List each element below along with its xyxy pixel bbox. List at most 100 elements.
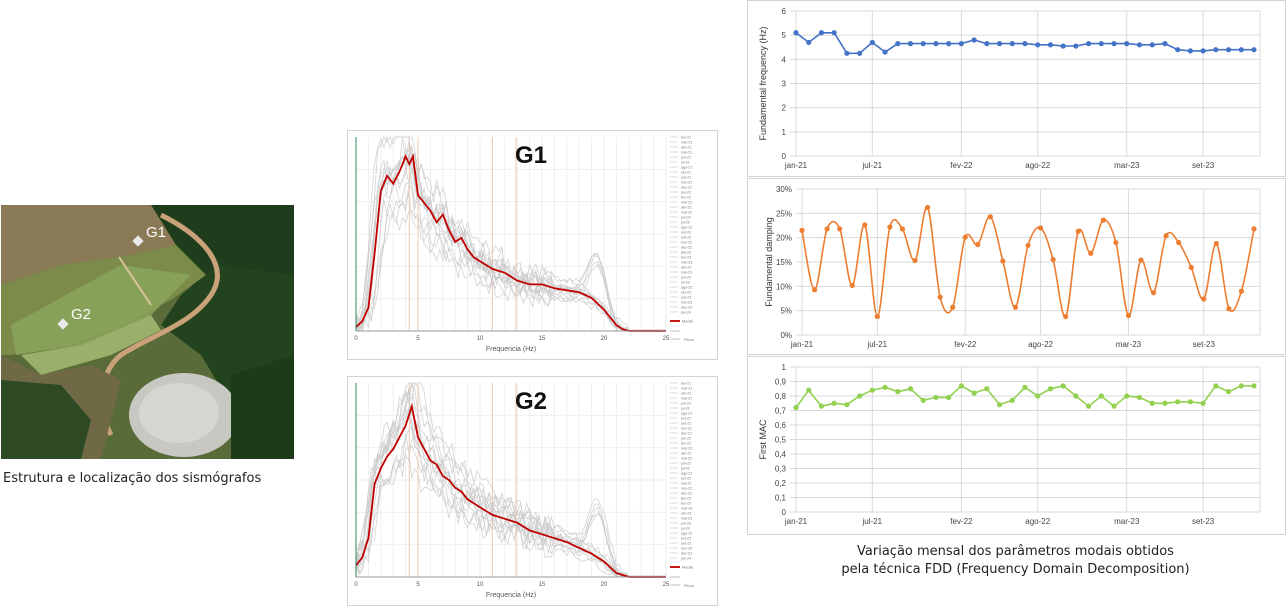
data-point bbox=[824, 226, 830, 232]
legend-entry: mai-23 bbox=[681, 517, 692, 521]
first-mac-chart: 0 0,1 0,2 0,3 0,4 0,5 0,6 0,7 0,8 0,9 1 jan-21 jul-2… bbox=[758, 363, 1261, 526]
x-tick-label: 10 bbox=[477, 336, 484, 342]
x-tick-label: 20 bbox=[601, 336, 608, 342]
data-point bbox=[984, 386, 990, 392]
map-caption: Estrutura e localização dos sismógrafos bbox=[3, 471, 262, 486]
legend-entry: mar-22 bbox=[681, 447, 692, 451]
data-point bbox=[1009, 41, 1015, 47]
legend-entry: dez-22 bbox=[681, 492, 692, 496]
y-tick-label: 0 bbox=[782, 152, 787, 161]
data-point bbox=[1213, 383, 1219, 389]
data-point bbox=[818, 30, 825, 36]
legend-entry: mar-21 bbox=[681, 387, 692, 391]
legend-entry: mar-23 bbox=[681, 261, 692, 265]
y-tick-label: 25% bbox=[776, 209, 792, 218]
legend-entry: dez-22 bbox=[681, 246, 692, 250]
legend-entry: abr-22 bbox=[681, 452, 691, 456]
legend-entry: mai-21 bbox=[681, 151, 692, 155]
x-tick-label: mar-23 bbox=[1114, 517, 1140, 526]
legend-entry: mai-21 bbox=[681, 397, 692, 401]
legend-entry: fev-21 bbox=[681, 382, 691, 386]
x-tick-label: 5 bbox=[416, 336, 420, 342]
data-point bbox=[862, 222, 868, 228]
x-tick-label: ago-22 bbox=[1028, 340, 1053, 349]
x-tick-label: 0 bbox=[354, 336, 358, 342]
y-tick-label: 10% bbox=[776, 282, 792, 291]
data-point bbox=[1201, 296, 1207, 302]
x-tick-label: 25 bbox=[663, 582, 670, 588]
data-point bbox=[1025, 242, 1031, 249]
x-tick-label: 5 bbox=[416, 582, 420, 588]
legend-entry: jan-23 bbox=[680, 497, 691, 501]
y-tick-label: 1 bbox=[782, 128, 787, 137]
data-point bbox=[1225, 47, 1232, 53]
x-tick-label: 0 bbox=[354, 582, 358, 588]
legend-entry: mar-22 bbox=[681, 201, 692, 205]
data-point bbox=[1073, 43, 1079, 49]
legend-entry: set-22 bbox=[681, 231, 691, 235]
legend-entry: out-21 bbox=[681, 422, 691, 426]
data-point bbox=[1188, 264, 1194, 270]
spectrum-title: G2 bbox=[515, 388, 547, 415]
data-point bbox=[1124, 393, 1130, 399]
data-point bbox=[1035, 42, 1041, 48]
data-point bbox=[844, 50, 850, 56]
x-tick-label: jan-21 bbox=[790, 340, 814, 349]
data-point bbox=[1022, 41, 1028, 47]
x-tick-label: mar-23 bbox=[1116, 340, 1142, 349]
data-point bbox=[1162, 400, 1168, 406]
legend-entry: fev-23 bbox=[681, 256, 691, 260]
legend-entry: set-23 bbox=[681, 537, 691, 541]
y-tick-label: 3 bbox=[782, 80, 787, 89]
legend-entry: nov-21 bbox=[681, 427, 692, 431]
x-tick-label: ago-22 bbox=[1025, 161, 1050, 170]
y-tick-label: 0,1 bbox=[775, 494, 787, 503]
data-point bbox=[869, 387, 875, 393]
legend-entry: abr-23 bbox=[681, 512, 691, 516]
spectrum-panel-g1: 0 5 10 15 20 25 Frequencia (Hz) G1 fev-21 mar-21 a… bbox=[347, 130, 718, 360]
y-tick-label: 0,4 bbox=[775, 450, 787, 459]
individual-spectrum-line bbox=[356, 184, 666, 332]
individual-spectrum-line bbox=[355, 426, 666, 578]
data-point bbox=[996, 41, 1003, 47]
legend-entry: jan-22 bbox=[680, 191, 691, 195]
data-point bbox=[987, 214, 993, 220]
data-point bbox=[1063, 313, 1069, 320]
legend-entry-mean: Media bbox=[682, 319, 694, 324]
individual-spectrum-line bbox=[355, 400, 666, 578]
data-point bbox=[837, 226, 843, 232]
x-tick-label: 15 bbox=[539, 336, 546, 342]
legend-entry: jan-24 bbox=[680, 311, 691, 315]
legend-entry: jun-22 bbox=[680, 216, 691, 220]
legend-entry: ago-22 bbox=[681, 226, 692, 230]
legend-entry: out-23 bbox=[681, 296, 691, 300]
data-point bbox=[806, 387, 812, 393]
data-point bbox=[946, 41, 952, 47]
right-caption-line2: pela técnica FDD (Frequency Domain Decom… bbox=[841, 562, 1190, 577]
data-point bbox=[1050, 256, 1056, 263]
data-point bbox=[1125, 312, 1132, 319]
legend-entry: mai-22 bbox=[681, 457, 692, 461]
data-point bbox=[831, 30, 837, 36]
data-point bbox=[849, 282, 855, 288]
legend-entry: fev-22 bbox=[681, 196, 691, 200]
legend-entry: jul-21 bbox=[680, 161, 690, 165]
satellite-map: G1 G2 bbox=[1, 205, 294, 459]
y-tick-label: 0,5 bbox=[775, 436, 787, 445]
data-point bbox=[971, 37, 977, 43]
data-point bbox=[882, 49, 888, 55]
legend-entry: mai-22 bbox=[681, 211, 692, 215]
legend-entry: nov-23 bbox=[681, 547, 692, 551]
y-tick-label: 0,2 bbox=[775, 479, 787, 488]
legend-entry: dez-23 bbox=[681, 552, 692, 556]
data-point bbox=[793, 30, 799, 36]
x-tick-label: set-23 bbox=[1192, 161, 1215, 170]
data-point bbox=[1176, 239, 1182, 246]
data-point bbox=[1200, 48, 1206, 54]
data-point bbox=[1111, 41, 1117, 47]
mean-spectrum-line bbox=[355, 402, 666, 578]
legend-entry: jul-23 bbox=[680, 281, 690, 285]
data-point bbox=[887, 224, 893, 230]
legend-entry: abr-22 bbox=[681, 206, 691, 210]
